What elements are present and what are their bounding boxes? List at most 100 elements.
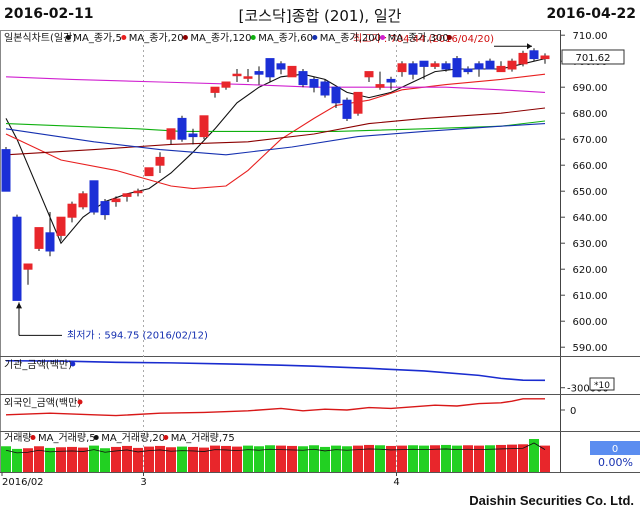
foreign-line xyxy=(5,398,545,417)
candle-body xyxy=(100,201,110,216)
candle-body xyxy=(56,216,66,236)
volume-bar xyxy=(232,446,242,472)
candle-body xyxy=(89,180,99,213)
legend-dot xyxy=(250,35,256,40)
legend-vma75: MA_거래량,75 xyxy=(171,432,235,444)
legend-dot xyxy=(93,435,99,440)
volume-legend-title: 거래량 xyxy=(4,432,32,444)
end-date: 2016-04-22 xyxy=(546,6,636,22)
candle-body xyxy=(397,63,407,73)
volume-bar xyxy=(430,445,440,472)
ma60-line xyxy=(5,120,546,132)
volume-bar xyxy=(419,445,429,472)
candle-body xyxy=(254,71,264,75)
inst-legend-label: 기관_금액(백만) xyxy=(4,359,72,371)
candle-body xyxy=(265,58,275,78)
candle-body xyxy=(45,232,55,252)
volume-ma-line xyxy=(5,442,546,454)
volume-bar xyxy=(342,446,352,472)
volume-bar xyxy=(56,447,66,472)
brand-label: Daishin Securities Co. Ltd. xyxy=(469,493,634,508)
candle-body xyxy=(199,115,209,138)
volume-bar xyxy=(133,447,143,472)
volume-bar xyxy=(452,445,462,472)
start-date: 2016-02-11 xyxy=(4,6,94,22)
candle-body xyxy=(320,81,330,96)
max-arrow-head xyxy=(527,43,532,50)
volume-value-box xyxy=(590,441,640,455)
candle-body xyxy=(474,63,484,70)
volume-bar xyxy=(111,446,121,472)
candle-body xyxy=(1,149,11,192)
foreign-legend-label: 외국인_금액(백만) xyxy=(4,397,81,409)
volume-bar xyxy=(463,445,473,472)
price-tick-label: 660.00 xyxy=(573,161,608,172)
volume-bar xyxy=(507,444,517,472)
legend-vma20: MA_거래량,20 xyxy=(101,432,165,444)
candle-body xyxy=(133,190,143,194)
volume-bar xyxy=(331,445,341,472)
legend-ma20: MA_종가,20 xyxy=(129,32,184,44)
price-tick-label: 620.00 xyxy=(573,265,608,276)
volume-bar xyxy=(276,445,286,472)
candle-body xyxy=(529,50,539,60)
volume-bar xyxy=(45,447,55,472)
candle-body xyxy=(276,63,286,70)
legend-ma200: MA_종가,200 xyxy=(320,32,381,44)
candle-body xyxy=(166,128,176,140)
volume-bar xyxy=(12,448,22,472)
chart-title: [코스닥]종합 (201), 일간 xyxy=(238,7,402,25)
price-tick-label: 640.00 xyxy=(573,213,608,224)
candle-body xyxy=(463,68,473,73)
volume-bar xyxy=(353,445,363,472)
candle-body xyxy=(441,63,451,70)
volume-bar xyxy=(166,447,176,472)
legend-ma120: MA_종가,120 xyxy=(190,32,251,44)
candle-body xyxy=(144,167,154,177)
volume-bar xyxy=(254,446,264,472)
chart-header: 2016-02-11 [코스닥]종합 (201), 일간 2016-04-22 xyxy=(0,0,640,28)
candle-body xyxy=(507,60,517,70)
min-arrow-head xyxy=(16,302,22,309)
volume-pct-label: 0.00% xyxy=(598,456,633,469)
price-tick-label: 670.00 xyxy=(573,135,608,146)
legend-dot xyxy=(77,399,83,405)
candle-body xyxy=(155,156,165,166)
volume-bar xyxy=(529,439,539,472)
candle-body xyxy=(23,263,33,270)
candle-body xyxy=(12,216,22,301)
min-price-annotation: 최저가 : 594.75 (2016/02/12) xyxy=(67,329,208,341)
price-tick-label: 610.00 xyxy=(573,291,608,302)
volume-bar xyxy=(243,445,253,472)
price-tick-label: 630.00 xyxy=(573,239,608,250)
volume-bar xyxy=(287,445,297,472)
candle-body xyxy=(232,73,242,77)
volume-bar xyxy=(540,445,550,472)
volume-bar xyxy=(221,445,231,472)
volume-bar xyxy=(199,447,209,472)
volume-bar xyxy=(375,445,385,472)
legend-dot xyxy=(312,35,318,40)
volume-bar xyxy=(320,446,330,472)
candle-body xyxy=(309,78,319,88)
plot-frame xyxy=(0,30,561,473)
candle-body xyxy=(496,65,506,73)
inst-scale-label: *10 xyxy=(594,381,610,391)
candle-body xyxy=(342,99,352,119)
candle-body xyxy=(298,71,308,86)
legend-vma5: MA_거래량,5 xyxy=(38,432,96,444)
last-price-label: 701.62 xyxy=(576,53,611,64)
max-price-annotation: 최고가 : 704.44 (2016/04/20) xyxy=(353,33,494,45)
legend-dot xyxy=(30,435,36,440)
last-price-box xyxy=(561,49,625,65)
volume-bar xyxy=(397,445,407,472)
volume-value-label: 0 xyxy=(612,444,618,455)
foreign-tick-label: 0 xyxy=(570,406,576,417)
candle-body xyxy=(364,71,374,78)
candle-body xyxy=(485,60,495,70)
volume-bar xyxy=(1,446,11,472)
main-legend-title: 일본식차트(일간) xyxy=(4,32,76,44)
ma5-line xyxy=(5,58,546,245)
candle-body xyxy=(221,81,231,88)
